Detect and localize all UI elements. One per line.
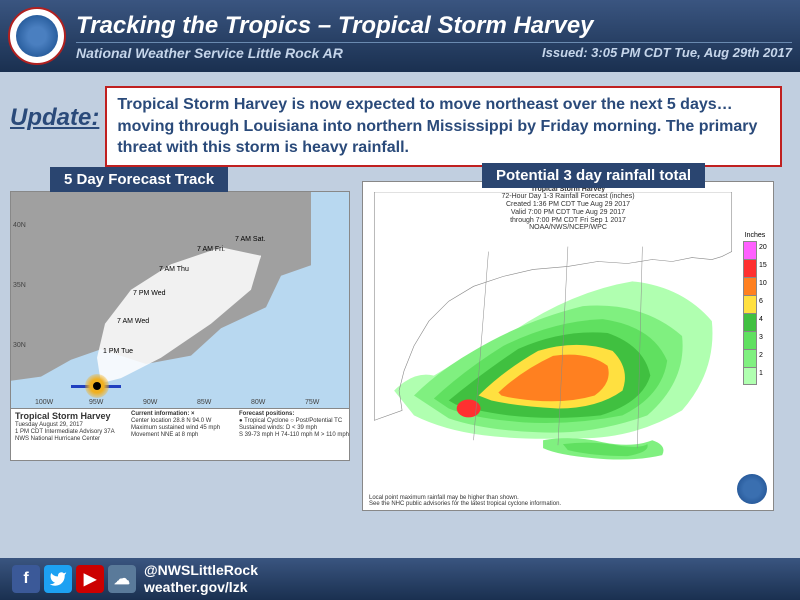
rainfall-panel: Potential 3 day rainfall total Tropical …	[362, 181, 774, 511]
page-title: Tracking the Tropics – Tropical Storm Ha…	[76, 12, 792, 40]
legend-value: 3	[759, 334, 763, 341]
legend-cell	[743, 313, 757, 331]
storm-position-icon	[85, 374, 109, 398]
lat-label: 30N	[13, 342, 26, 349]
footer-bar: f ▶ ☁ @NWSLittleRock weather.gov/lzk	[0, 558, 800, 600]
legend-value: 15	[759, 262, 767, 269]
legend-cell	[743, 331, 757, 349]
forecast-point: 7 AM Wed	[117, 318, 149, 325]
forecast-title: Forecast positions:	[239, 411, 349, 418]
legend-cell	[743, 241, 757, 259]
legend-value: 10	[759, 280, 767, 287]
lat-label: 40N	[13, 222, 26, 229]
forecast-track-panel: 5 Day Forecast Track 40N 35N 30N 100W 95…	[10, 181, 350, 461]
track-caption: Tropical Storm Harvey Tuesday August 29,…	[11, 408, 349, 460]
legend-cell	[743, 367, 757, 385]
social-icons: f ▶ ☁	[12, 565, 136, 593]
forecast-point: 7 PM Wed	[133, 290, 166, 297]
legend-value: 4	[759, 316, 763, 323]
noaa-logo	[737, 474, 767, 504]
current-info-title: Current information: ×	[131, 411, 220, 418]
current-wind: Maximum sustained wind 45 mph	[131, 425, 220, 432]
legend-cell	[743, 349, 757, 367]
issued-timestamp: Issued: 3:05 PM CDT Tue, Aug 29th 2017	[542, 45, 792, 60]
forecast-point: 7 AM Thu	[159, 266, 189, 273]
lon-label: 100W	[35, 399, 53, 406]
forecast-point: 7 AM Fri.	[197, 246, 225, 253]
footer-text: @NWSLittleRock weather.gov/lzk	[144, 562, 258, 596]
legend-cell	[743, 295, 757, 313]
lat-label: 35N	[13, 282, 26, 289]
org-name: National Weather Service Little Rock AR	[76, 45, 343, 61]
forecast-legend: S 39-73 mph H 74-110 mph M > 110 mph	[239, 432, 349, 439]
legend-value: 1	[759, 370, 763, 377]
facebook-icon[interactable]: f	[12, 565, 40, 593]
lon-label: 90W	[143, 399, 157, 406]
youtube-icon[interactable]: ▶	[76, 565, 104, 593]
track-map: 40N 35N 30N 100W 95W 90W 85W 80W 75W 1 P…	[10, 191, 350, 461]
rainfall-contours	[373, 192, 733, 470]
forecast-legend: Sustained winds: D < 39 mph	[239, 425, 349, 432]
rain-map: Tropical Storm Harvey 72-Hour Day 1-3 Ra…	[362, 181, 774, 511]
twitter-icon[interactable]	[44, 565, 72, 593]
rain-map-label: Potential 3 day rainfall total	[482, 163, 705, 188]
forecast-legend: ● Tropical Cyclone ○ Post/Potential TC	[239, 418, 349, 425]
legend-title: Inches	[741, 232, 769, 239]
track-map-label: 5 Day Forecast Track	[50, 167, 228, 192]
legend-cell	[743, 259, 757, 277]
weather-icon[interactable]: ☁	[108, 565, 136, 593]
maps-row: 5 Day Forecast Track 40N 35N 30N 100W 95…	[0, 181, 800, 511]
header-bar: Tracking the Tropics – Tropical Storm Ha…	[0, 0, 800, 72]
lon-label: 80W	[251, 399, 265, 406]
lon-label: 95W	[89, 399, 103, 406]
rain-caption: Local point maximum rainfall may be high…	[369, 495, 649, 508]
twitter-handle: @NWSLittleRock	[144, 562, 258, 579]
lon-label: 75W	[305, 399, 319, 406]
forecast-point: 7 AM Sat.	[235, 236, 265, 243]
legend-value: 20	[759, 244, 767, 251]
update-label: Update:	[10, 86, 99, 167]
forecast-point: 1 PM Tue	[103, 348, 133, 355]
legend-value: 6	[759, 298, 763, 305]
legend-value: 2	[759, 352, 763, 359]
update-text: Tropical Storm Harvey is now expected to…	[105, 86, 782, 167]
rainfall-legend: Inches 20 15 10 6 4 3 2 1	[741, 232, 769, 385]
website-url: weather.gov/lzk	[144, 579, 258, 596]
current-movement: Movement NNE at 8 mph	[131, 432, 220, 439]
lon-label: 85W	[197, 399, 211, 406]
legend-cell	[743, 277, 757, 295]
header-text: Tracking the Tropics – Tropical Storm Ha…	[76, 12, 792, 61]
nws-logo	[8, 7, 66, 65]
current-location: Center location 28.8 N 94.0 W	[131, 418, 220, 425]
